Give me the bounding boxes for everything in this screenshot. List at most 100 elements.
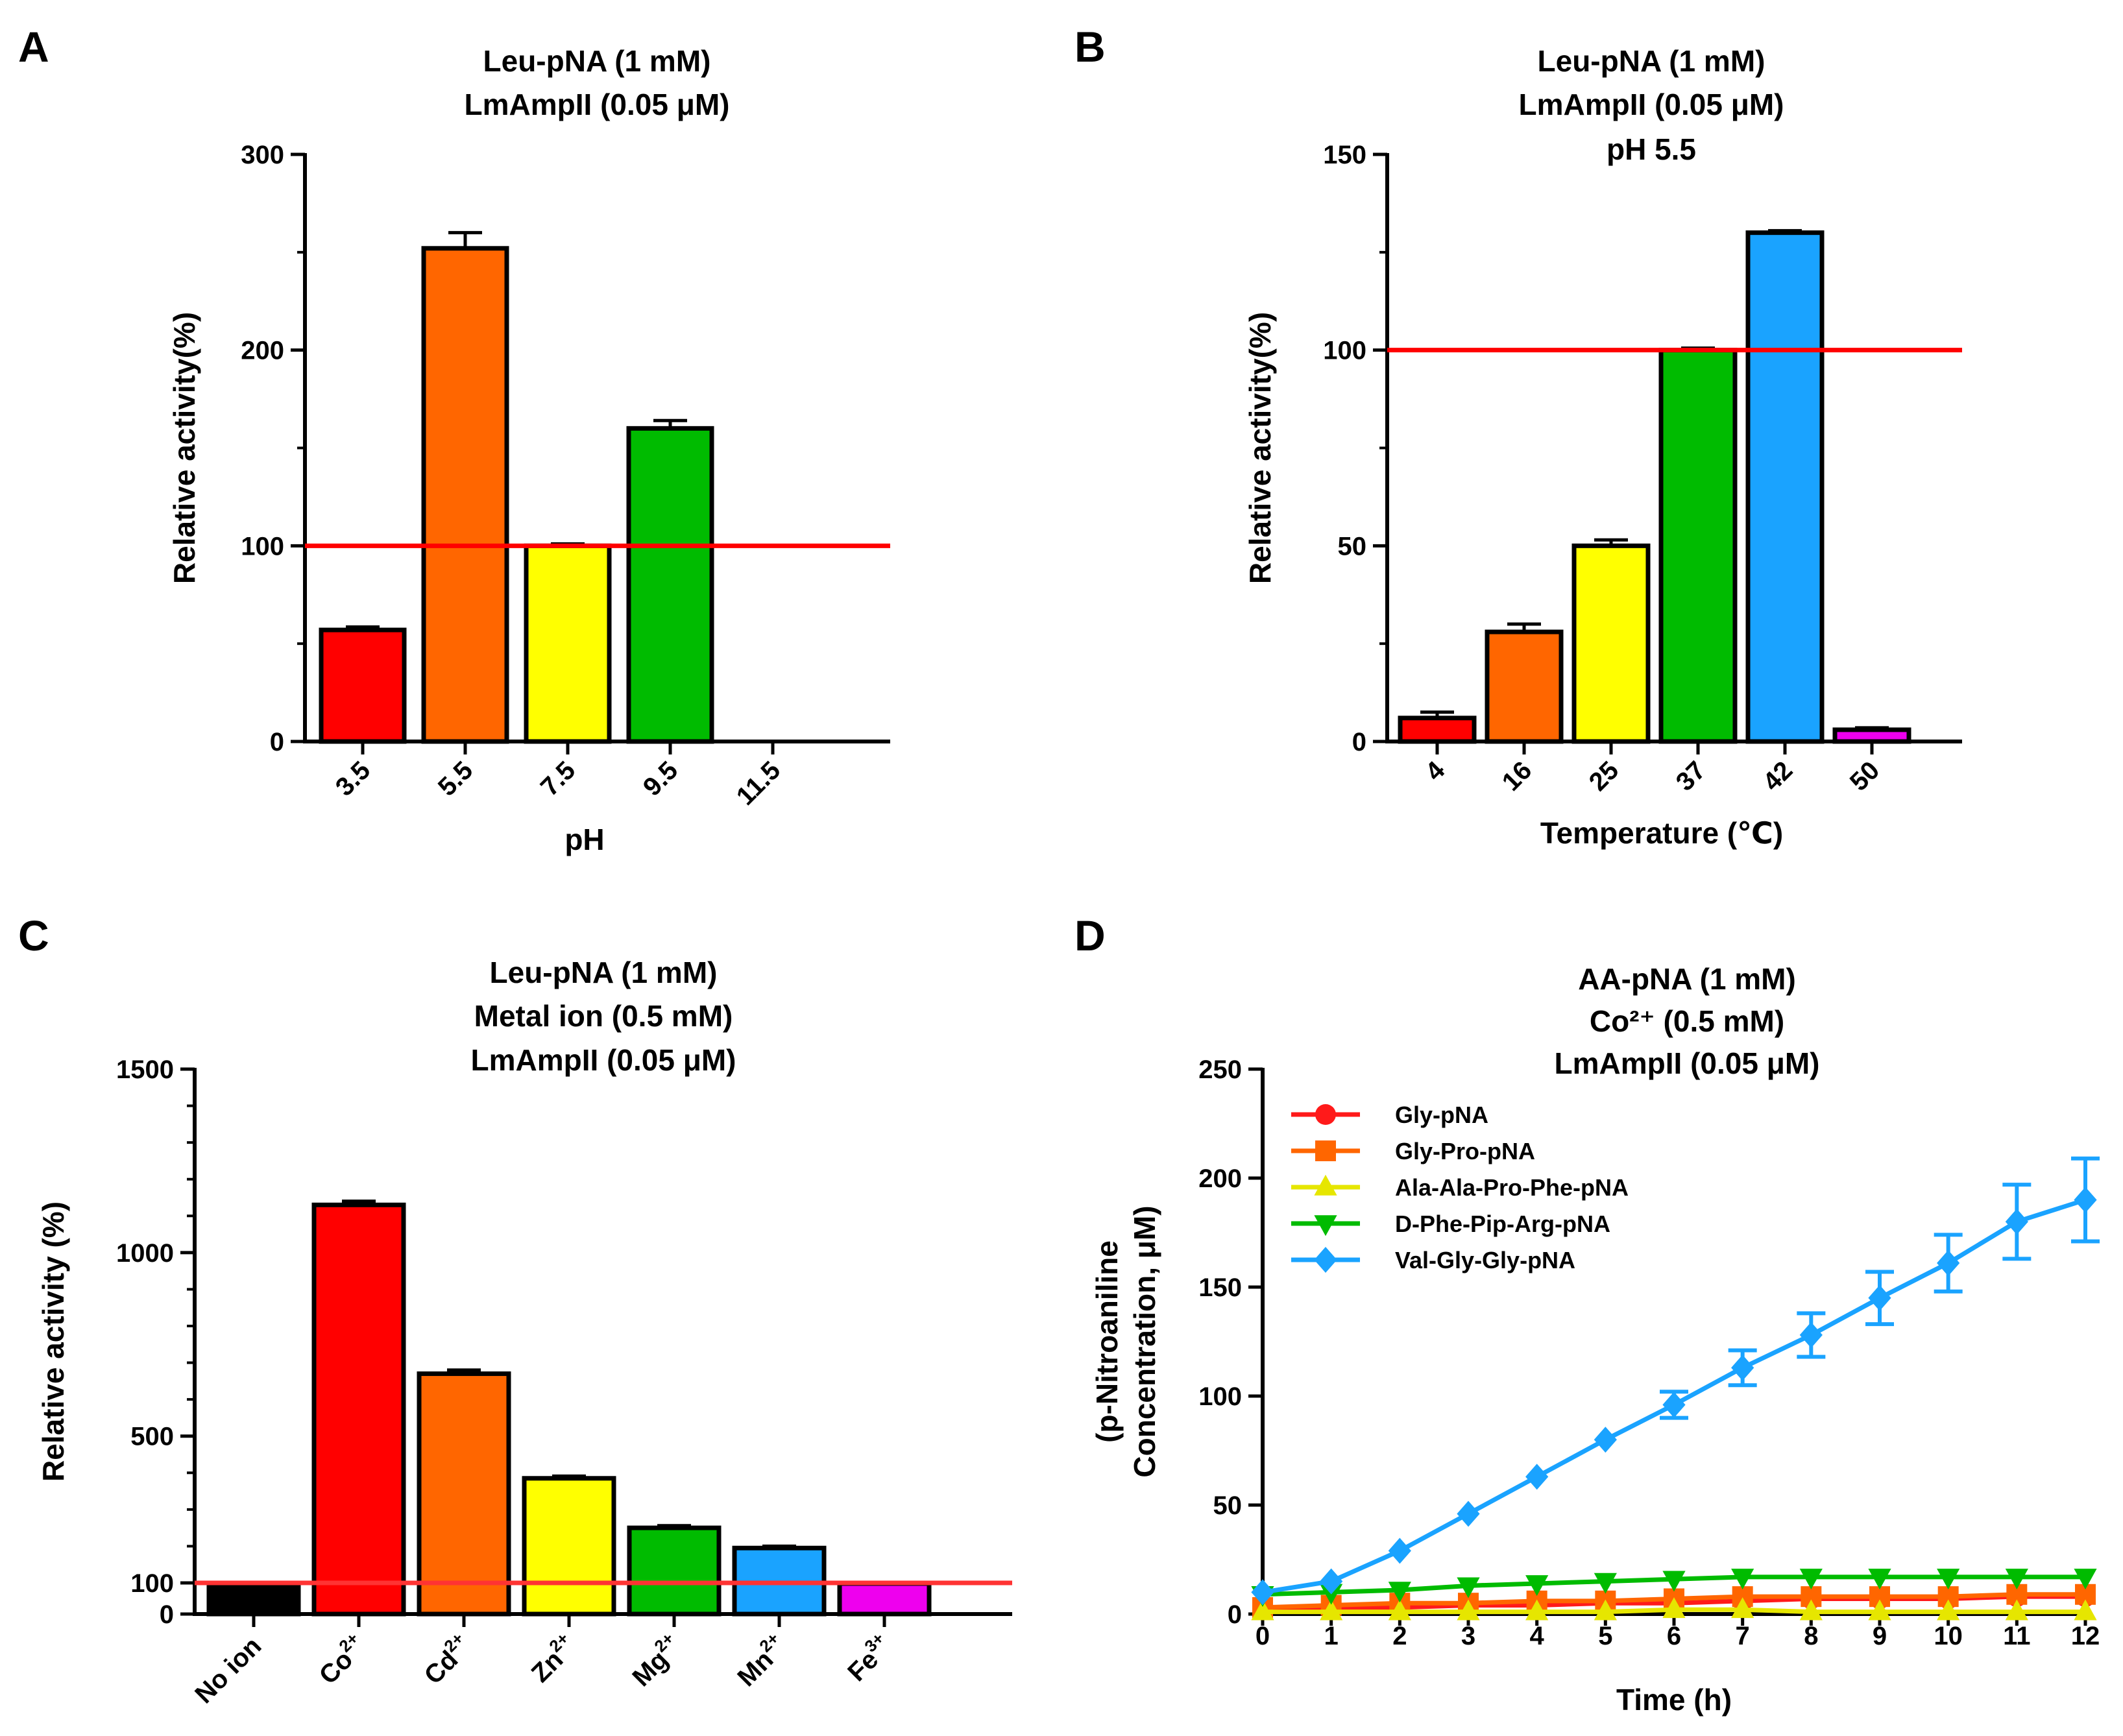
- data-point: [1868, 1284, 1891, 1311]
- y-tick-label: 250: [1198, 1055, 1242, 1084]
- data-point: [1525, 1575, 1549, 1597]
- data-point: [1315, 1140, 1336, 1161]
- x-tick-label: 50: [1845, 756, 1886, 797]
- data-point: [1594, 1573, 1617, 1594]
- data-point: [2005, 1209, 2028, 1235]
- y-tick-label: 200: [1198, 1164, 1242, 1193]
- x-axis-label: Temperature (℃): [1540, 816, 1783, 850]
- x-tick-label: 4: [1420, 756, 1451, 786]
- x-tick-label: 11.5: [731, 756, 786, 811]
- bar: [1832, 727, 1911, 744]
- data-point: [1525, 1464, 1549, 1490]
- x-tick-label: 6: [1667, 1622, 1681, 1650]
- x-axis-label: Time (h): [1616, 1683, 1732, 1717]
- data-point: [1320, 1584, 1343, 1605]
- bar: [1398, 716, 1477, 744]
- legend-label: Ala-Ala-Pro-Phe-pNA: [1395, 1174, 1629, 1201]
- data-point: [1457, 1599, 1480, 1621]
- x-tick-label: Cd2+: [416, 1628, 478, 1690]
- y-tick-label: 100: [1198, 1382, 1242, 1411]
- bar: [417, 1371, 511, 1617]
- data-point: [1937, 1569, 1960, 1590]
- data-point: [1457, 1501, 1480, 1527]
- bar: [627, 1525, 722, 1617]
- panel-c: C Leu-pNA (1 mM) Metal ion (0.5 mM) LmAmpII…: [18, 911, 1012, 1709]
- data-point: [2005, 1599, 2028, 1621]
- chart-title-line: LmAmpII (0.05 μM): [1555, 1046, 1820, 1080]
- data-point: [1251, 1579, 1274, 1606]
- data-point: [1320, 1599, 1343, 1621]
- legend-label: Gly-Pro-pNA: [1395, 1138, 1535, 1164]
- y-axis-label: Relative activity (%): [36, 1201, 70, 1482]
- legend-label: Gly-pNA: [1395, 1102, 1488, 1128]
- x-tick-label: 7: [1736, 1622, 1750, 1650]
- data-point: [1662, 1597, 1686, 1619]
- x-tick-label: Fe3+: [839, 1628, 897, 1687]
- y-tick-label: 300: [241, 141, 284, 169]
- y-tick-label: 1500: [116, 1055, 174, 1084]
- y-axis-label: Relative activity(%): [167, 312, 201, 584]
- y-tick-label: 1000: [116, 1239, 174, 1268]
- x-tick-label: 9.5: [638, 756, 683, 801]
- data-point: [1388, 1582, 1411, 1603]
- data-point: [1314, 1174, 1337, 1196]
- x-tick-label: 12: [2071, 1622, 2100, 1650]
- data-point: [1388, 1599, 1411, 1621]
- bar: [837, 1581, 932, 1617]
- x-tick-label: Co2+: [311, 1628, 372, 1690]
- x-tick-label: Zn2+: [523, 1628, 583, 1688]
- legend-label: D-Phe-Pip-Arg-pNA: [1395, 1211, 1610, 1237]
- x-tick-label: 10: [1934, 1622, 1963, 1650]
- y-tick-label: 200: [241, 337, 284, 365]
- panel-letter: D: [1074, 911, 1106, 959]
- data-point: [1868, 1599, 1891, 1621]
- data-point: [1731, 1355, 1754, 1381]
- chart-title-line: LmAmpII (0.05 μM): [465, 88, 730, 121]
- y-tick-label: 0: [160, 1600, 174, 1629]
- chart-title-line: pH 5.5: [1607, 132, 1696, 166]
- chart-title-line: AA-pNA (1 mM): [1578, 962, 1796, 996]
- y-axis-label: (p-Nitroaniline: [1090, 1240, 1124, 1443]
- x-tick-label: Mn2+: [729, 1628, 792, 1692]
- panel-letter: A: [18, 23, 49, 71]
- data-point: [1799, 1321, 1823, 1348]
- bar: [421, 246, 509, 744]
- x-tick-label: 11: [2003, 1622, 2030, 1650]
- chart-title-line: LmAmpII (0.05 μM): [471, 1043, 736, 1077]
- bar: [1485, 629, 1564, 744]
- y-tick-label: 500: [130, 1423, 174, 1451]
- y-tick-label: 0: [270, 728, 284, 756]
- data-point: [1731, 1597, 1754, 1619]
- chart-title-line: Metal ion (0.5 mM): [474, 999, 733, 1033]
- panel-b: B Leu-pNA (1 mM) LmAmpII (0.05 μM) pH 5.5 0 5…: [1074, 23, 1962, 850]
- x-tick-label: 16: [1497, 756, 1538, 797]
- data-point: [1251, 1599, 1274, 1621]
- x-tick-label: 4: [1530, 1622, 1545, 1650]
- y-tick-label: 100: [130, 1569, 174, 1598]
- y-tick-label: 50: [1213, 1491, 1243, 1520]
- bar: [311, 1202, 406, 1617]
- x-tick-label: 5.5: [433, 756, 478, 801]
- data-point: [1799, 1599, 1823, 1621]
- x-tick-label: 9: [1873, 1622, 1887, 1650]
- x-axis-label: pH: [564, 823, 604, 856]
- data-point: [1457, 1577, 1480, 1598]
- panel-a: A Leu-pNA (1 mM) LmAmpII (0.05 μM) 0 100 200 3…: [18, 23, 890, 856]
- panel-letter: B: [1074, 23, 1106, 71]
- y-tick-label: 50: [1338, 532, 1367, 561]
- bar: [626, 426, 714, 744]
- data-point: [1799, 1569, 1823, 1590]
- data-point: [1868, 1569, 1891, 1590]
- chart-title-line: Leu-pNA (1 mM): [490, 956, 718, 989]
- legend-label: Val-Gly-Gly-pNA: [1395, 1247, 1575, 1273]
- bar: [319, 627, 407, 744]
- y-tick-label: 150: [1198, 1273, 1242, 1302]
- x-tick-label: 42: [1758, 756, 1799, 797]
- y-tick-label: 100: [241, 532, 284, 561]
- y-axis-label: Concentration, μM): [1128, 1205, 1161, 1477]
- data-point: [1525, 1599, 1549, 1621]
- data-point: [2005, 1569, 2028, 1590]
- y-tick-label: 0: [1228, 1600, 1242, 1629]
- data-point: [1388, 1537, 1411, 1564]
- data-point: [1662, 1392, 1686, 1418]
